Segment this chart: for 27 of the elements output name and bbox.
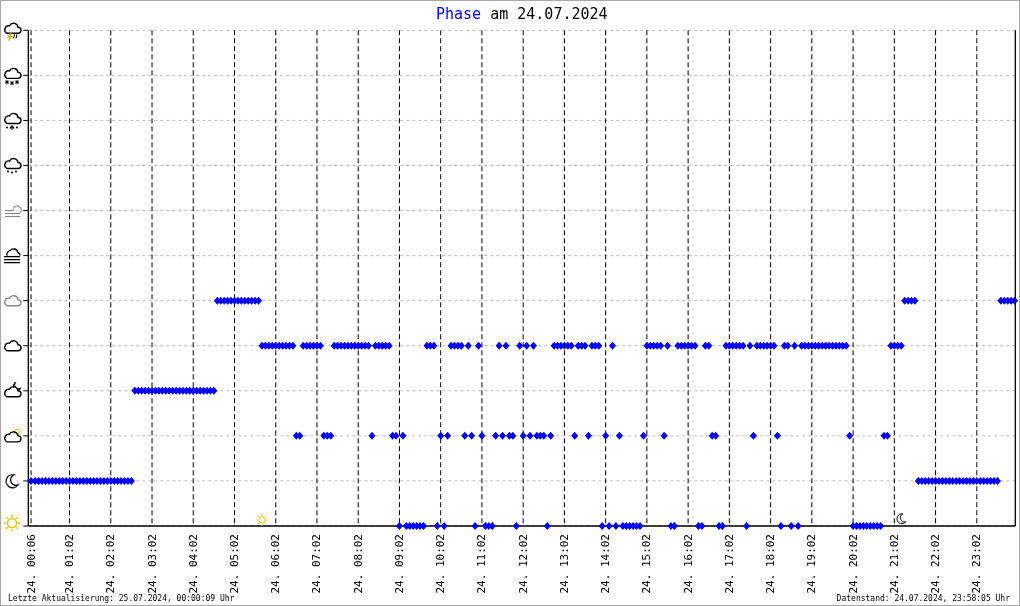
x-tick-label: 24. 00:06 bbox=[24, 534, 38, 594]
x-tick-label: 24. 04:02 bbox=[186, 534, 200, 594]
x-tick-label: 24. 10:02 bbox=[434, 534, 448, 594]
x-tick-label: 24. 07:02 bbox=[310, 534, 324, 594]
x-tick-label: 24. 02:02 bbox=[104, 534, 118, 594]
x-tick-label: 24. 05:02 bbox=[228, 534, 241, 594]
x-tick-label: 24. 11:02 bbox=[475, 534, 489, 594]
x-tick-label: 24. 20:02 bbox=[846, 534, 860, 594]
x-tick-label: 24. 18:02 bbox=[764, 534, 778, 594]
x-tick-label: 24. 22:02 bbox=[929, 534, 943, 594]
x-tick-label: 24. 16:02 bbox=[681, 534, 695, 594]
x-tick-label: 24. 08:02 bbox=[351, 534, 365, 594]
x-tick-label: 24. 06:02 bbox=[269, 534, 283, 594]
x-tick-label: 24. 21:02 bbox=[887, 534, 901, 594]
x-tick-label: 24. 09:02 bbox=[392, 534, 406, 594]
x-tick-label: 24. 15:02 bbox=[640, 534, 654, 594]
x-tick-label: 24. 01:02 bbox=[63, 534, 77, 594]
x-tick-label: 24. 13:02 bbox=[557, 534, 571, 594]
x-tick-label: 24. 17:02 bbox=[722, 534, 736, 594]
text: Datenstand: 24.07.2024, 23:58:05 Uhr bbox=[836, 594, 1011, 603]
x-tick-label: 24. 19:02 bbox=[805, 534, 819, 594]
text: Letzte Aktualisierung: 25.07.2024, 00:00:09 Uhr bbox=[8, 594, 235, 603]
x-tick-label: 24. 12:02 bbox=[516, 534, 530, 594]
x-tick-label: 24. 03:02 bbox=[145, 534, 159, 594]
chart-title: Phase am 24.07.2024 bbox=[436, 5, 608, 23]
x-tick-label: 24. 14:02 bbox=[599, 534, 613, 594]
x-tick-label: 24. 23:02 bbox=[970, 534, 984, 594]
